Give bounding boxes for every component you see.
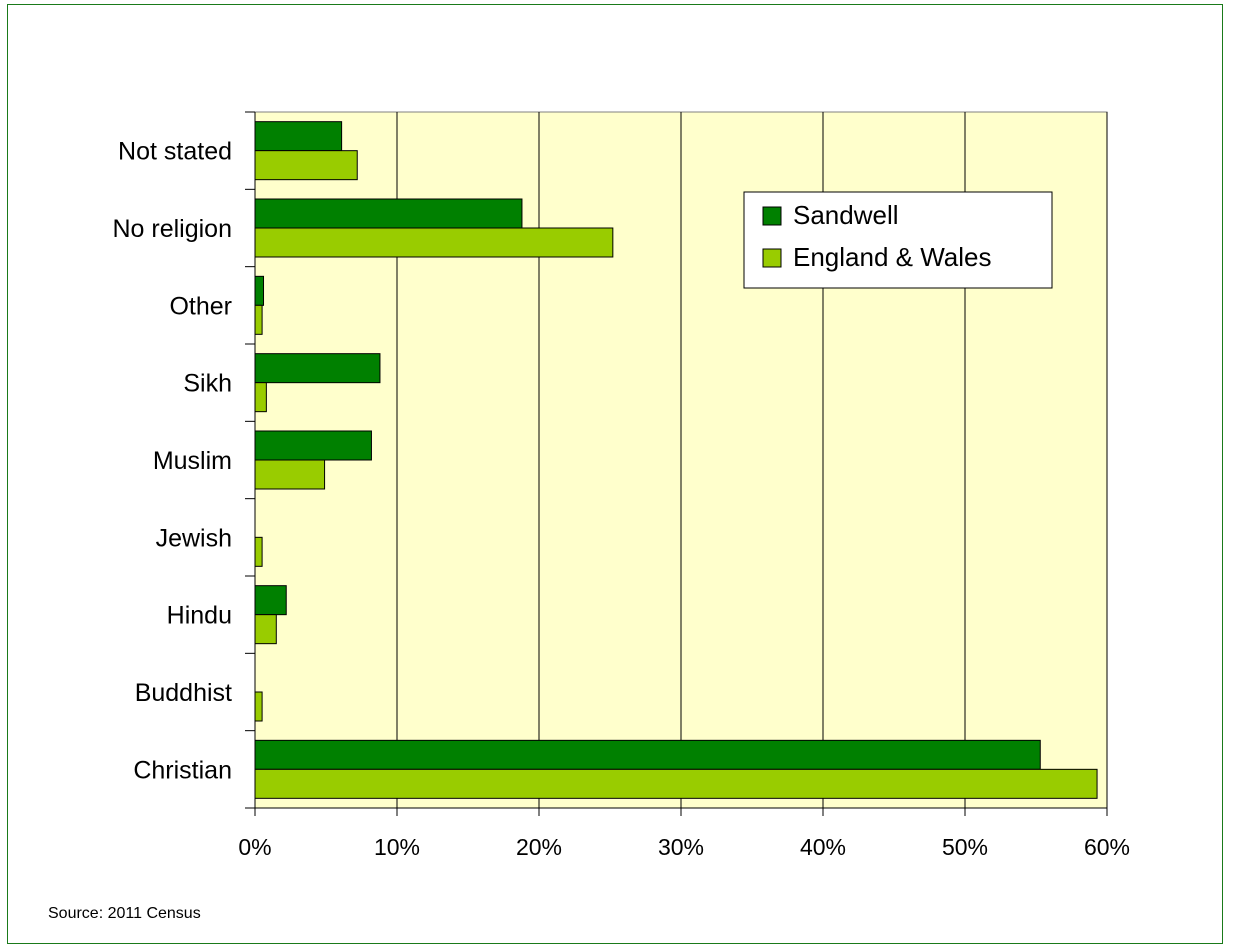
bar-hindu-series-2 [254,614,277,645]
bar-not-stated-series-1 [254,121,343,152]
legend-swatch [762,206,782,226]
category-label: Sikh [183,370,232,398]
x-tick-label: 20% [516,834,562,860]
bar-christian-series-1 [254,739,1041,770]
legend: Sandwell England & Wales [743,191,1053,289]
category-label: Hindu [167,602,232,630]
source-note: Source: 2011 Census [48,905,201,922]
category-label: Jewish [156,524,232,552]
legend-label: Sandwell [793,200,899,230]
x-tick-label: 0% [238,834,271,860]
x-tick-label: 30% [658,834,704,860]
bar-christian-series-2 [254,768,1098,799]
bar-muslim-series-2 [254,459,326,490]
bar-sikh-series-1 [254,353,381,384]
bar-buddhist-series-2 [254,691,263,722]
bar-other-series-2 [254,304,263,335]
bar-hindu-series-1 [254,585,287,616]
legend-swatch [762,248,782,268]
x-tick-label: 40% [800,834,846,860]
category-label: No religion [112,215,232,243]
bar-jewish-series-2 [254,536,263,567]
category-label: Other [169,292,232,320]
x-tick-label: 50% [942,834,988,860]
legend-box [743,191,1053,289]
bar-no-religion-series-1 [254,198,523,229]
bar-muslim-series-1 [254,430,372,461]
category-label: Christian [133,756,232,784]
axes [245,111,1108,816]
x-tick-label: 10% [374,834,420,860]
category-label: Not stated [118,138,232,166]
x-tick-label: 60% [1084,834,1130,860]
category-labels: Christian Buddhist Hindu Jewish Muslim Sikh Ot… [112,138,232,785]
bar-not-stated-series-2 [254,150,358,181]
x-tick-labels: 0% 10% 20% 30% 40% 50% 60% [238,834,1130,860]
bar-other-series-1 [254,275,265,306]
bars [254,121,1098,799]
category-label: Buddhist [135,679,232,707]
bar-no-religion-series-2 [254,227,614,258]
category-label: Muslim [153,447,232,475]
bar-sikh-series-2 [254,382,267,413]
legend-label: England & Wales [793,242,991,272]
